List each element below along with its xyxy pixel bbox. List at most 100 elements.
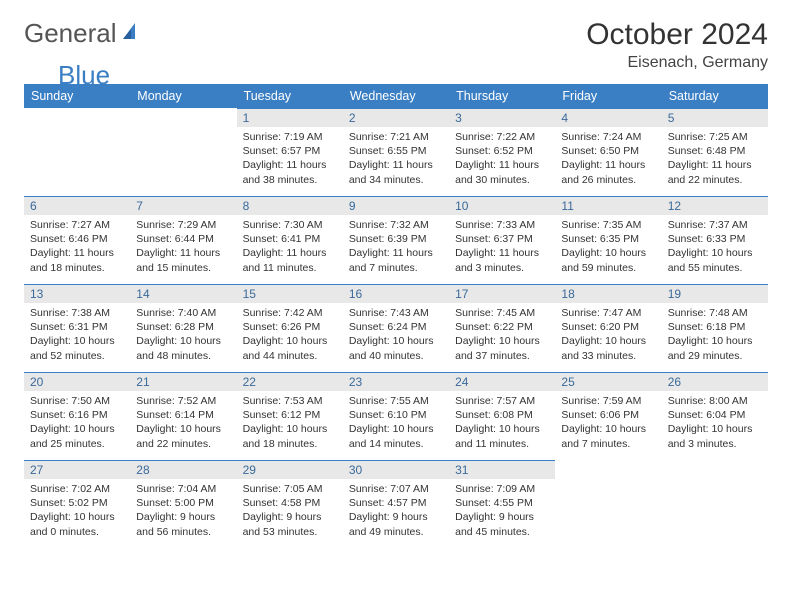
calendar-row: 1Sunrise: 7:19 AMSunset: 6:57 PMDaylight… (24, 108, 768, 196)
calendar-cell: 6Sunrise: 7:27 AMSunset: 6:46 PMDaylight… (24, 196, 130, 284)
day-body: Sunrise: 7:07 AMSunset: 4:57 PMDaylight:… (343, 479, 449, 543)
weekday-header: Wednesday (343, 84, 449, 108)
daylight-text: Daylight: 11 hours and 3 minutes. (455, 246, 549, 274)
sunrise-text: Sunrise: 7:45 AM (455, 306, 549, 320)
sunrise-text: Sunrise: 7:53 AM (243, 394, 337, 408)
sunrise-text: Sunrise: 7:57 AM (455, 394, 549, 408)
page-title: October 2024 (586, 18, 768, 52)
day-body: Sunrise: 7:02 AMSunset: 5:02 PMDaylight:… (24, 479, 130, 543)
sunrise-text: Sunrise: 7:43 AM (349, 306, 443, 320)
daylight-text: Daylight: 10 hours and 59 minutes. (561, 246, 655, 274)
calendar-cell: 28Sunrise: 7:04 AMSunset: 5:00 PMDayligh… (130, 460, 236, 548)
sunrise-text: Sunrise: 7:29 AM (136, 218, 230, 232)
calendar-cell: 26Sunrise: 8:00 AMSunset: 6:04 PMDayligh… (662, 372, 768, 460)
sunset-text: Sunset: 4:55 PM (455, 496, 549, 510)
sunrise-text: Sunrise: 7:21 AM (349, 130, 443, 144)
sunset-text: Sunset: 6:04 PM (668, 408, 762, 422)
day-body: Sunrise: 7:55 AMSunset: 6:10 PMDaylight:… (343, 391, 449, 455)
daylight-text: Daylight: 9 hours and 56 minutes. (136, 510, 230, 538)
calendar-cell: 1Sunrise: 7:19 AMSunset: 6:57 PMDaylight… (237, 108, 343, 196)
sunrise-text: Sunrise: 8:00 AM (668, 394, 762, 408)
daylight-text: Daylight: 9 hours and 53 minutes. (243, 510, 337, 538)
daylight-text: Daylight: 10 hours and 22 minutes. (136, 422, 230, 450)
day-number: 27 (24, 460, 130, 479)
day-number: 30 (343, 460, 449, 479)
calendar-cell: 22Sunrise: 7:53 AMSunset: 6:12 PMDayligh… (237, 372, 343, 460)
day-body: Sunrise: 7:42 AMSunset: 6:26 PMDaylight:… (237, 303, 343, 367)
day-body: Sunrise: 7:27 AMSunset: 6:46 PMDaylight:… (24, 215, 130, 279)
weekday-header: Tuesday (237, 84, 343, 108)
day-body: Sunrise: 7:25 AMSunset: 6:48 PMDaylight:… (662, 127, 768, 191)
sunset-text: Sunset: 6:06 PM (561, 408, 655, 422)
daylight-text: Daylight: 10 hours and 48 minutes. (136, 334, 230, 362)
day-body: Sunrise: 7:35 AMSunset: 6:35 PMDaylight:… (555, 215, 661, 279)
daylight-text: Daylight: 10 hours and 14 minutes. (349, 422, 443, 450)
day-number: 19 (662, 284, 768, 303)
location-label: Eisenach, Germany (586, 54, 768, 72)
logo: General (24, 18, 143, 49)
calendar-cell: 21Sunrise: 7:52 AMSunset: 6:14 PMDayligh… (130, 372, 236, 460)
logo-sail-icon (121, 21, 141, 41)
day-number: 14 (130, 284, 236, 303)
sunrise-text: Sunrise: 7:22 AM (455, 130, 549, 144)
logo-text-general: General (24, 18, 117, 49)
sunset-text: Sunset: 6:10 PM (349, 408, 443, 422)
day-body: Sunrise: 7:57 AMSunset: 6:08 PMDaylight:… (449, 391, 555, 455)
sunset-text: Sunset: 4:57 PM (349, 496, 443, 510)
day-body: Sunrise: 7:43 AMSunset: 6:24 PMDaylight:… (343, 303, 449, 367)
sunset-text: Sunset: 6:41 PM (243, 232, 337, 246)
sunset-text: Sunset: 6:44 PM (136, 232, 230, 246)
sunset-text: Sunset: 6:20 PM (561, 320, 655, 334)
sunrise-text: Sunrise: 7:05 AM (243, 482, 337, 496)
day-number: 25 (555, 372, 661, 391)
calendar-cell: 25Sunrise: 7:59 AMSunset: 6:06 PMDayligh… (555, 372, 661, 460)
calendar-cell: 31Sunrise: 7:09 AMSunset: 4:55 PMDayligh… (449, 460, 555, 548)
daylight-text: Daylight: 11 hours and 18 minutes. (30, 246, 124, 274)
sunset-text: Sunset: 6:33 PM (668, 232, 762, 246)
calendar-cell (662, 460, 768, 548)
sunset-text: Sunset: 6:08 PM (455, 408, 549, 422)
sunrise-text: Sunrise: 7:37 AM (668, 218, 762, 232)
sunrise-text: Sunrise: 7:30 AM (243, 218, 337, 232)
sunrise-text: Sunrise: 7:59 AM (561, 394, 655, 408)
weekday-header: Thursday (449, 84, 555, 108)
calendar-row: 27Sunrise: 7:02 AMSunset: 5:02 PMDayligh… (24, 460, 768, 548)
daylight-text: Daylight: 11 hours and 38 minutes. (243, 158, 337, 186)
day-body: Sunrise: 7:24 AMSunset: 6:50 PMDaylight:… (555, 127, 661, 191)
day-body: Sunrise: 7:59 AMSunset: 6:06 PMDaylight:… (555, 391, 661, 455)
calendar-row: 13Sunrise: 7:38 AMSunset: 6:31 PMDayligh… (24, 284, 768, 372)
day-body: Sunrise: 8:00 AMSunset: 6:04 PMDaylight:… (662, 391, 768, 455)
day-number: 12 (662, 196, 768, 215)
day-number: 24 (449, 372, 555, 391)
daylight-text: Daylight: 10 hours and 44 minutes. (243, 334, 337, 362)
sunrise-text: Sunrise: 7:27 AM (30, 218, 124, 232)
daylight-text: Daylight: 10 hours and 29 minutes. (668, 334, 762, 362)
calendar-cell: 15Sunrise: 7:42 AMSunset: 6:26 PMDayligh… (237, 284, 343, 372)
day-body: Sunrise: 7:38 AMSunset: 6:31 PMDaylight:… (24, 303, 130, 367)
calendar-cell: 12Sunrise: 7:37 AMSunset: 6:33 PMDayligh… (662, 196, 768, 284)
sunrise-text: Sunrise: 7:47 AM (561, 306, 655, 320)
calendar-cell (130, 108, 236, 196)
daylight-text: Daylight: 9 hours and 49 minutes. (349, 510, 443, 538)
day-number: 22 (237, 372, 343, 391)
sunset-text: Sunset: 6:39 PM (349, 232, 443, 246)
day-number: 5 (662, 108, 768, 127)
day-body: Sunrise: 7:37 AMSunset: 6:33 PMDaylight:… (662, 215, 768, 279)
sunset-text: Sunset: 6:37 PM (455, 232, 549, 246)
daylight-text: Daylight: 10 hours and 0 minutes. (30, 510, 124, 538)
calendar-cell: 14Sunrise: 7:40 AMSunset: 6:28 PMDayligh… (130, 284, 236, 372)
daylight-text: Daylight: 10 hours and 11 minutes. (455, 422, 549, 450)
sunrise-text: Sunrise: 7:25 AM (668, 130, 762, 144)
calendar-cell: 27Sunrise: 7:02 AMSunset: 5:02 PMDayligh… (24, 460, 130, 548)
calendar-cell: 17Sunrise: 7:45 AMSunset: 6:22 PMDayligh… (449, 284, 555, 372)
daylight-text: Daylight: 10 hours and 3 minutes. (668, 422, 762, 450)
daylight-text: Daylight: 10 hours and 7 minutes. (561, 422, 655, 450)
calendar-cell: 9Sunrise: 7:32 AMSunset: 6:39 PMDaylight… (343, 196, 449, 284)
calendar-cell: 24Sunrise: 7:57 AMSunset: 6:08 PMDayligh… (449, 372, 555, 460)
sunrise-text: Sunrise: 7:38 AM (30, 306, 124, 320)
sunset-text: Sunset: 6:46 PM (30, 232, 124, 246)
sunrise-text: Sunrise: 7:55 AM (349, 394, 443, 408)
day-body: Sunrise: 7:50 AMSunset: 6:16 PMDaylight:… (24, 391, 130, 455)
daylight-text: Daylight: 9 hours and 45 minutes. (455, 510, 549, 538)
sunset-text: Sunset: 6:50 PM (561, 144, 655, 158)
